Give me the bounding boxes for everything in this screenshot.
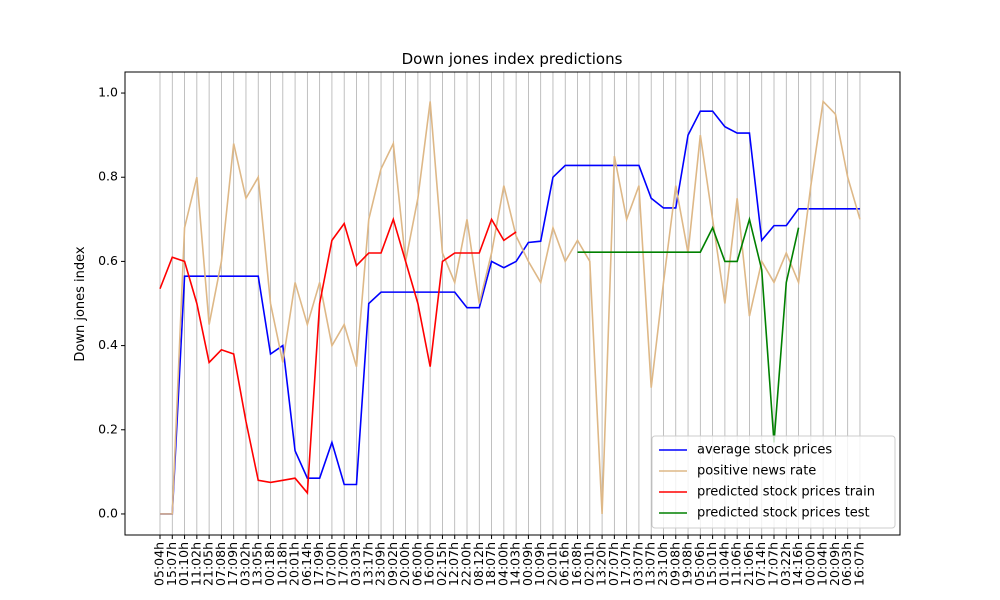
x-tick-label: 10:09h — [532, 542, 547, 586]
x-tick-label: 07:14h — [753, 542, 768, 586]
x-tick-label: 11:06h — [729, 542, 744, 586]
x-tick-label: 23:10h — [655, 542, 670, 586]
x-tick-label: 13:20h — [594, 542, 609, 586]
data-line — [159, 110, 860, 515]
x-tick-label: 00:18h — [262, 542, 277, 586]
x-tick-label: 00:09h — [520, 542, 535, 586]
x-tick-label: 07:07h — [606, 542, 621, 586]
x-tick-label: 03:03h — [348, 542, 363, 586]
x-tick-label: 14:16h — [790, 542, 805, 586]
x-tick-label: 17:07h — [766, 542, 781, 586]
x-tick-label: 13:17h — [360, 542, 375, 586]
x-tick-label: 01:04h — [716, 542, 731, 586]
legend-box — [651, 435, 896, 529]
x-tick-label: 17:00h — [336, 542, 351, 586]
data-line — [577, 216, 800, 443]
x-tick-label: 17:09h — [225, 542, 240, 586]
legend-label: positive news rate — [697, 464, 816, 479]
x-tick-label: 19:08h — [680, 542, 695, 586]
x-tick-label: 22:00h — [459, 542, 474, 586]
x-tick-label: 15:01h — [704, 542, 719, 586]
data-line — [159, 216, 517, 495]
x-tick-label: 08:12h — [471, 542, 486, 586]
x-tick-label: 20:01h — [287, 542, 302, 586]
x-tick-label: 00:00h — [802, 542, 817, 586]
x-tick-label: 17:09h — [311, 542, 326, 586]
x-tick-label: 21:05h — [201, 542, 216, 586]
y-tick-label: 0.0 — [98, 505, 118, 520]
y-tick-label: 0.2 — [98, 421, 118, 436]
x-tick-label: 03:02h — [237, 542, 252, 586]
y-tick-label: 0.8 — [98, 169, 118, 184]
x-tick-label: 03:07h — [630, 542, 645, 586]
x-tick-label: 20:01h — [544, 542, 559, 586]
y-axis-label: Down jones index — [73, 246, 88, 362]
x-tick-label: 20:00h — [397, 542, 412, 586]
x-tick-label: 15:07h — [164, 542, 179, 586]
x-tick-label: 20:09h — [827, 542, 842, 586]
x-tick-label: 10:04h — [815, 542, 830, 586]
x-tick-label: 06:14h — [299, 542, 314, 586]
x-tick-label: 07:08h — [213, 542, 228, 586]
x-tick-label: 02:01h — [581, 542, 596, 586]
x-tick-label: 05:06h — [692, 542, 707, 586]
x-tick-label: 09:02h — [385, 542, 400, 586]
x-tick-label: 21:06h — [741, 542, 756, 586]
x-tick-label: 13:05h — [250, 542, 265, 586]
x-tick-label: 17:07h — [618, 542, 633, 586]
x-tick-label: 16:08h — [569, 542, 584, 586]
x-tick-label: 06:00h — [409, 542, 424, 586]
legend-label: average stock prices — [697, 443, 832, 458]
y-tick-label: 0.4 — [98, 337, 118, 352]
x-tick-label: 16:07h — [851, 542, 866, 586]
x-tick-label: 06:16h — [557, 542, 572, 586]
x-tick-label: 10:18h — [274, 542, 289, 586]
x-tick-label: 04:00h — [495, 542, 510, 586]
plot-frame — [124, 71, 901, 536]
x-tick-label: 01:10h — [176, 542, 191, 586]
x-tick-label: 03:22h — [778, 542, 793, 586]
chart-title: Down jones index predictions — [402, 50, 623, 68]
x-tick-label: 18:07h — [483, 542, 498, 586]
legend-label: predicted stock prices test — [697, 506, 870, 521]
x-tick-label: 09:08h — [667, 542, 682, 586]
x-tick-label: 14:03h — [508, 542, 523, 586]
x-tick-label: 23:09h — [373, 542, 388, 586]
x-tick-label: 06:03h — [839, 542, 854, 586]
x-tick-label: 05:04h — [151, 542, 166, 586]
x-tick-label: 13:07h — [643, 542, 658, 586]
y-tick-label: 1.0 — [98, 85, 118, 100]
x-tick-label: 16:00h — [422, 542, 437, 586]
y-tick-label: 0.6 — [98, 253, 118, 268]
x-tick-label: 11:02h — [188, 542, 203, 586]
legend-label: predicted stock prices train — [697, 485, 875, 500]
x-tick-label: 12:07h — [446, 542, 461, 586]
x-tick-label: 02:15h — [434, 542, 449, 586]
data-line — [159, 99, 861, 515]
x-tick-label: 07:00h — [323, 542, 338, 586]
